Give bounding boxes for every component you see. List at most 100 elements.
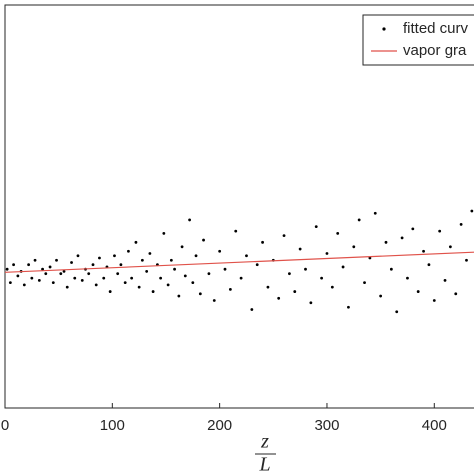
point: [389, 267, 393, 271]
point: [438, 229, 442, 233]
point: [255, 263, 259, 267]
point: [16, 274, 20, 278]
point: [94, 283, 98, 287]
point: [159, 276, 163, 280]
point: [379, 294, 383, 298]
point: [304, 267, 307, 271]
point: [282, 234, 286, 238]
point: [48, 265, 52, 269]
point: [459, 223, 463, 226]
point: [191, 281, 195, 285]
point: [119, 263, 123, 267]
point: [218, 249, 222, 253]
point: [194, 254, 198, 258]
point: [177, 294, 181, 298]
x-tick-label: 100: [100, 417, 125, 434]
point: [465, 258, 468, 262]
point: [234, 229, 238, 233]
point: [432, 299, 436, 302]
legend-box: [362, 14, 474, 66]
point: [277, 296, 281, 300]
point: [130, 276, 134, 280]
point: [207, 272, 211, 276]
point: [116, 272, 120, 276]
point: [123, 281, 127, 285]
axes-frame: [4, 4, 474, 409]
point: [62, 270, 66, 273]
point: [5, 267, 9, 271]
point: [145, 270, 149, 273]
x-tick-label: 400: [422, 417, 447, 434]
x-tick-label: 0: [1, 417, 9, 434]
point: [357, 218, 361, 222]
point: [162, 231, 166, 235]
point: [188, 218, 191, 222]
point: [51, 281, 55, 285]
point: [363, 281, 366, 285]
point: [406, 276, 409, 280]
point: [198, 292, 202, 296]
point: [330, 285, 334, 289]
point: [30, 276, 34, 280]
point: [44, 272, 48, 276]
point: [470, 209, 474, 213]
point: [347, 305, 350, 309]
point: [368, 256, 372, 260]
point: [148, 252, 152, 255]
point: [293, 290, 297, 293]
point: [91, 263, 95, 267]
point: [239, 276, 243, 280]
point: [325, 252, 329, 255]
point: [80, 278, 84, 282]
point: [169, 258, 173, 262]
point: [443, 278, 447, 282]
point: [266, 285, 270, 289]
point: [33, 258, 37, 262]
point: [448, 245, 452, 249]
point: [416, 290, 420, 293]
x-label-bottom: L: [258, 454, 270, 474]
point: [65, 285, 69, 289]
point: [166, 283, 170, 287]
point: [336, 231, 340, 235]
point: [113, 254, 116, 258]
point: [223, 267, 227, 271]
point: [395, 310, 399, 314]
point: [250, 308, 254, 311]
point: [137, 285, 141, 289]
point: [309, 301, 313, 305]
point: [140, 258, 144, 262]
point: [55, 258, 58, 262]
point: [422, 249, 425, 253]
point: [384, 240, 388, 244]
point: [27, 263, 31, 267]
point: [73, 276, 77, 280]
point: [127, 249, 130, 253]
point: [180, 245, 184, 249]
point: [245, 254, 248, 258]
point: [22, 283, 26, 287]
point: [8, 281, 12, 285]
point: [37, 278, 41, 282]
point: [373, 211, 377, 215]
point: [102, 276, 106, 280]
point: [427, 263, 431, 267]
point: [151, 290, 155, 293]
point: [454, 292, 458, 296]
point: [341, 265, 345, 269]
point: [183, 274, 187, 278]
legend-label: vapor gra: [403, 42, 467, 59]
point: [228, 287, 232, 291]
point: [400, 236, 404, 240]
point: [12, 263, 15, 267]
fit-line: [4, 251, 474, 273]
point: [298, 247, 302, 251]
point: [134, 240, 138, 244]
point: [261, 240, 264, 244]
legend-swatch: [382, 27, 386, 31]
x-tick-label: 300: [314, 417, 339, 434]
point: [76, 254, 80, 258]
point: [59, 272, 63, 276]
legend-label: fitted curv: [403, 20, 469, 37]
